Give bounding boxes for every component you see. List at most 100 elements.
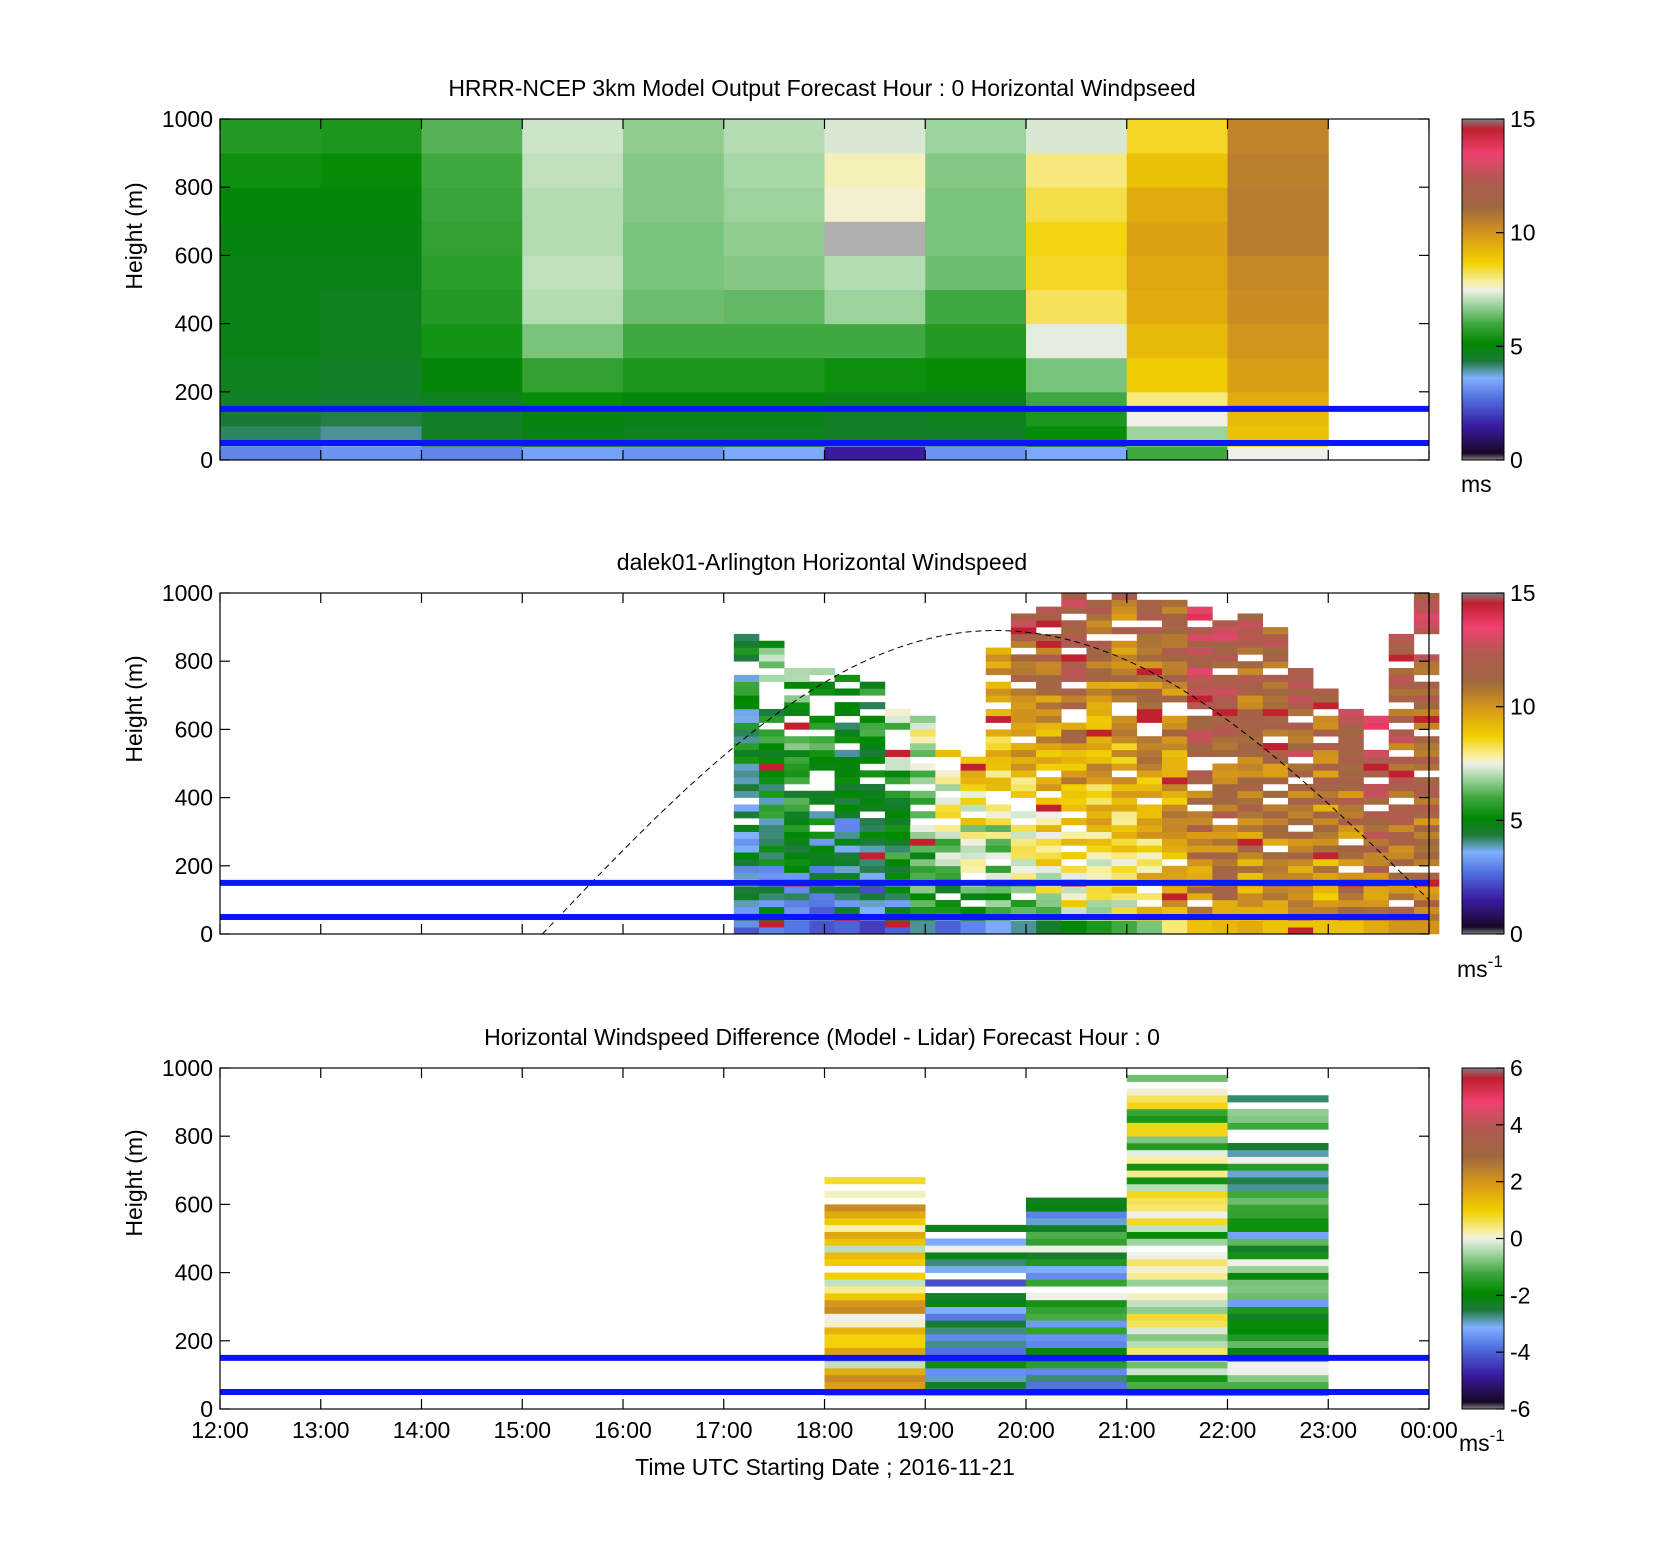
heatmap-cell — [1126, 1231, 1228, 1239]
heatmap-cell — [1237, 674, 1264, 682]
heatmap-cell — [1162, 695, 1188, 703]
heatmap-cell — [1237, 661, 1264, 669]
heatmap-cell — [925, 391, 1027, 410]
heatmap-cell — [1162, 674, 1188, 682]
heatmap-cell — [910, 865, 936, 873]
heatmap-cell — [1237, 668, 1264, 676]
heatmap-cell — [1227, 289, 1329, 325]
x-tick-label: 22:00 — [1199, 1417, 1257, 1443]
heatmap-cell — [1237, 736, 1264, 744]
heatmap-cell — [1162, 886, 1188, 894]
heatmap-cell — [1162, 736, 1188, 744]
heatmap-cell — [1212, 865, 1238, 873]
heatmap-cell — [960, 906, 986, 914]
heatmap-cell — [1136, 811, 1163, 819]
heatmap-cell — [1413, 763, 1440, 771]
heatmap-cell — [1136, 743, 1163, 751]
heatmap-cell — [723, 187, 825, 222]
heatmap-cell — [1136, 927, 1163, 935]
heatmap-cell — [1413, 661, 1440, 669]
heatmap-cell — [1036, 688, 1062, 696]
heatmap-cell — [1237, 920, 1264, 928]
heatmap-cell — [985, 681, 1012, 689]
y-tick-label: 0 — [200, 921, 213, 947]
heatmap-cell — [1212, 620, 1238, 628]
heatmap-cell — [1413, 824, 1440, 832]
heatmap-cell — [759, 729, 785, 737]
heatmap-cell — [834, 708, 861, 717]
heatmap-cell — [1313, 722, 1339, 730]
heatmap-cell — [935, 811, 961, 819]
heatmap-cell — [320, 425, 422, 441]
heatmap-cell — [1126, 425, 1228, 441]
heatmap-cell — [1136, 920, 1163, 928]
heatmap-cell — [784, 927, 810, 935]
heatmap-cell — [910, 722, 936, 730]
heatmap-cell — [1036, 811, 1062, 819]
heatmap-cell — [925, 221, 1027, 256]
y-tick-label: 800 — [175, 1123, 213, 1149]
heatmap-cell — [759, 804, 785, 812]
heatmap-cell — [1363, 790, 1389, 798]
heatmap-cell — [1227, 1333, 1329, 1342]
heatmap-cell — [723, 119, 825, 154]
colorbar-unit: ms-1 — [1459, 1426, 1505, 1456]
heatmap-cell — [1026, 1381, 1128, 1389]
heatmap-cell — [1136, 749, 1163, 757]
heatmap-cell — [1086, 858, 1112, 867]
heatmap-cell — [1262, 661, 1289, 669]
x-tick-label: 17:00 — [695, 1417, 753, 1443]
heatmap-cell — [1363, 756, 1389, 764]
heatmap-cell — [1126, 1190, 1228, 1198]
heatmap-cell — [1036, 674, 1062, 682]
heatmap-cell — [1212, 783, 1238, 792]
heatmap-cell — [1227, 1293, 1329, 1301]
heatmap-cell — [733, 831, 760, 839]
heatmap-cell — [1187, 797, 1213, 805]
heatmap-cell — [1036, 831, 1062, 839]
heatmap-cell — [1227, 1327, 1329, 1335]
heatmap-cell — [824, 1224, 926, 1232]
heatmap-cell — [1026, 1313, 1128, 1321]
colorbar-tick-label: 15 — [1510, 106, 1536, 132]
heatmap-cell — [1036, 640, 1062, 648]
heatmap-cell — [1237, 722, 1264, 730]
heatmap-cell — [1136, 647, 1163, 655]
heatmap-cell — [522, 446, 624, 461]
heatmap-cell — [759, 770, 785, 778]
heatmap-cell — [859, 783, 886, 792]
heatmap-cell — [859, 797, 886, 805]
heatmap-cell — [1413, 654, 1440, 662]
heatmap-cell — [1262, 756, 1289, 764]
heatmap-cell — [1262, 627, 1289, 635]
heatmap-cell — [759, 893, 785, 901]
x-tick-label: 20:00 — [997, 1417, 1055, 1443]
heatmap-cell — [985, 872, 1012, 880]
heatmap-cell — [1187, 613, 1213, 621]
heatmap-cell — [1061, 790, 1087, 798]
heatmap-cell — [1061, 818, 1087, 826]
heatmap-cell — [1262, 770, 1289, 778]
heatmap-cell — [1126, 1149, 1228, 1157]
heatmap-cell — [1162, 899, 1188, 908]
heatmap-cell — [859, 845, 886, 853]
heatmap-cell — [985, 783, 1012, 792]
heatmap-cell — [1061, 620, 1087, 628]
heatmap-cell — [1413, 749, 1440, 757]
heatmap-cell — [1061, 688, 1087, 696]
heatmap-cell — [925, 255, 1027, 290]
heatmap-cell — [1086, 906, 1112, 914]
heatmap-cell — [1212, 886, 1238, 894]
heatmap-cell — [1136, 599, 1163, 607]
heatmap-cell — [1212, 708, 1238, 717]
heatmap-cell — [1187, 668, 1213, 676]
heatmap-cell — [809, 852, 835, 860]
y-axis-label: Height (m) — [121, 1129, 147, 1236]
heatmap-cell — [1388, 654, 1415, 662]
heatmap-cell — [1338, 790, 1364, 798]
heatmap-cell — [759, 654, 785, 662]
heatmap-cell — [824, 1204, 926, 1212]
heatmap-cell — [1136, 770, 1163, 778]
heatmap-cell — [1086, 852, 1112, 860]
heatmap-cell — [1363, 838, 1389, 846]
